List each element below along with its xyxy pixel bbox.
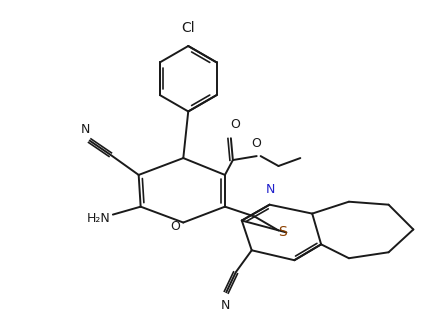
Text: H₂N: H₂N — [87, 212, 111, 225]
Text: O: O — [230, 118, 240, 131]
Text: N: N — [80, 123, 90, 136]
Text: O: O — [252, 137, 262, 150]
Text: Cl: Cl — [181, 21, 195, 35]
Text: N: N — [221, 299, 231, 312]
Text: O: O — [170, 220, 181, 233]
Text: N: N — [266, 183, 275, 196]
Text: S: S — [278, 225, 287, 239]
